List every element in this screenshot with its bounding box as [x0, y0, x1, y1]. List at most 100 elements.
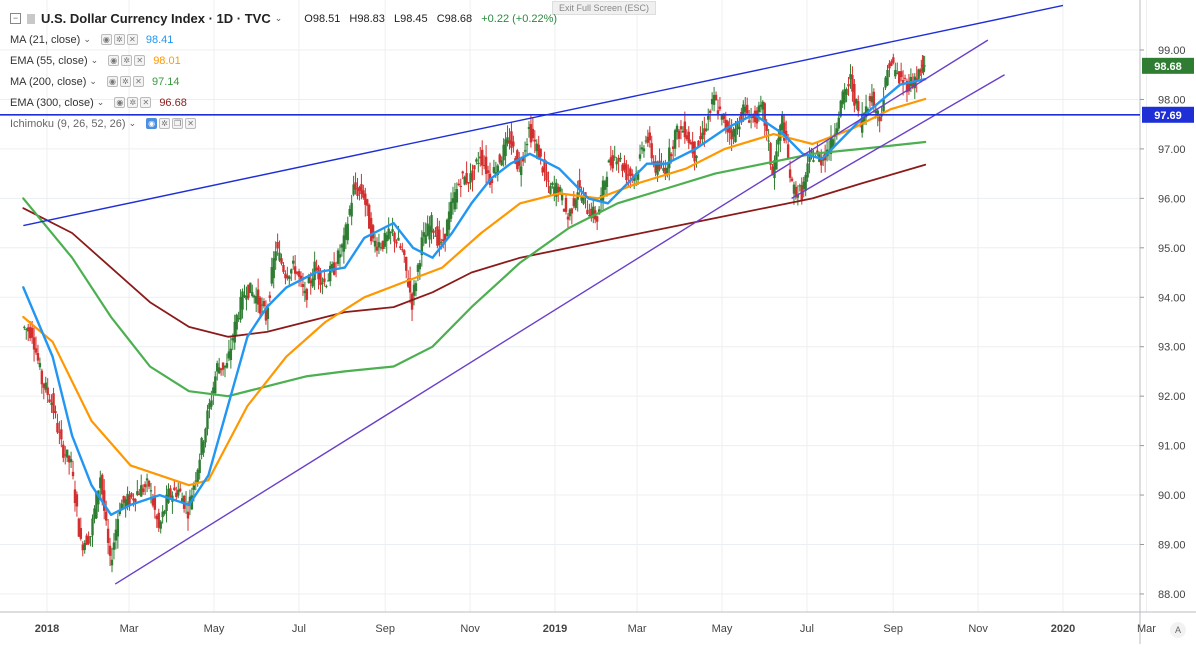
candle-body — [128, 495, 131, 506]
candle-body — [923, 65, 926, 67]
candle-body — [714, 94, 718, 101]
candle-body — [225, 363, 229, 368]
auto-scale-button[interactable]: A — [1170, 622, 1186, 638]
minus-square-icon[interactable]: − — [10, 13, 21, 24]
eye-icon[interactable]: ◉ — [106, 76, 118, 87]
candle-body — [23, 326, 26, 328]
eye-icon[interactable]: ◉ — [100, 34, 112, 45]
candle-body — [874, 110, 878, 113]
candle-body — [297, 271, 301, 277]
eye-icon[interactable]: ◉ — [114, 97, 126, 108]
gear-icon[interactable]: ✲ — [159, 118, 171, 129]
indicator-label: MA (200, close) — [10, 75, 87, 88]
candle-body — [336, 250, 340, 264]
close-icon[interactable]: ✕ — [134, 55, 146, 66]
candle-body — [321, 282, 324, 284]
candle-body — [147, 480, 151, 487]
candle-body — [385, 235, 388, 242]
candle-body — [227, 351, 231, 359]
eye-icon[interactable]: ◉ — [108, 55, 120, 66]
candle-body — [547, 180, 550, 182]
candle-body — [410, 293, 414, 310]
candle-body — [65, 449, 69, 458]
open-value: O98.51 — [304, 12, 341, 25]
candle-body — [650, 143, 653, 159]
chevron-down-icon[interactable]: ⌄ — [96, 97, 105, 107]
gear-icon[interactable]: ✲ — [119, 76, 131, 87]
candle-body — [707, 115, 710, 120]
chevron-down-icon[interactable]: ⌄ — [89, 76, 97, 86]
candle-body — [644, 140, 648, 142]
y-tick-label: 97.00 — [1158, 144, 1186, 156]
chevron-down-icon[interactable]: ⌄ — [128, 118, 137, 128]
candle-body — [810, 150, 813, 154]
candle-body — [420, 237, 424, 256]
candle-body — [703, 128, 706, 135]
eye-icon[interactable]: ◉ — [146, 118, 158, 129]
candle-body — [323, 278, 326, 283]
y-tick-label: 89.00 — [1158, 540, 1186, 552]
candle-body — [204, 428, 207, 443]
chevron-down-icon[interactable]: ⌄ — [83, 34, 91, 44]
candle-body — [720, 114, 724, 120]
gear-icon[interactable]: ✲ — [121, 55, 133, 66]
indicator-label: EMA (55, close) — [10, 54, 88, 67]
indicator-ema300[interactable]: EMA (300, close) ⌄ ◉ ✲ ✕ 96.68 — [10, 92, 563, 113]
candle-body — [907, 82, 911, 92]
candle-body — [558, 187, 562, 192]
indicator-ma21[interactable]: MA (21, close) ⌄ ◉ ✲ ✕ 98.41 — [10, 29, 563, 50]
candle-body — [449, 201, 453, 219]
candle-body — [256, 289, 260, 305]
candle-body — [654, 161, 657, 173]
candle-body — [299, 275, 303, 279]
candle-body — [264, 310, 268, 321]
candle-body — [67, 455, 71, 463]
candle-body — [293, 266, 297, 274]
indicator-ichimoku[interactable]: Ichimoku (9, 26, 52, 26) ⌄ ◉ ✲ ❐ ✕ — [10, 113, 563, 134]
close-icon[interactable]: ✕ — [140, 97, 152, 108]
candle-body — [701, 132, 704, 140]
candle-body — [716, 110, 720, 115]
candle-body — [525, 143, 529, 146]
gear-icon[interactable]: ✲ — [127, 97, 139, 108]
x-tick-label: Nov — [968, 623, 988, 635]
candle-body — [173, 487, 176, 491]
candle-body — [134, 498, 137, 503]
candle-body — [315, 268, 318, 270]
candle-body — [919, 69, 922, 73]
close-icon[interactable]: ✕ — [185, 118, 197, 129]
candle-body — [673, 130, 677, 149]
candle-body — [83, 543, 86, 551]
candle-body — [157, 512, 160, 528]
candle-body — [508, 140, 511, 144]
exit-fullscreen-button[interactable]: Exit Full Screen (ESC) — [552, 1, 657, 15]
settings-icon[interactable]: ❐ — [172, 118, 184, 129]
chevron-down-icon[interactable]: ⌄ — [274, 13, 283, 23]
gear-icon[interactable]: ✲ — [113, 34, 125, 45]
close-icon[interactable]: ✕ — [126, 34, 138, 45]
candle-body — [636, 171, 640, 180]
candle-body — [740, 112, 743, 123]
candle-body — [519, 166, 523, 176]
candle-body — [375, 246, 379, 251]
candle-body — [241, 291, 244, 310]
close-icon[interactable]: ✕ — [132, 76, 144, 87]
indicator-label: MA (21, close) — [10, 33, 81, 46]
candle-body — [642, 148, 646, 152]
candle-body — [325, 285, 328, 287]
indicator-ma200[interactable]: MA (200, close) ⌄ ◉ ✲ ✕ 97.14 — [10, 71, 563, 92]
candle-body — [301, 284, 305, 287]
candle-body — [481, 149, 484, 166]
candle-body — [348, 209, 351, 215]
candle-body — [886, 69, 889, 86]
candle-body — [722, 113, 726, 120]
ema55-line — [22, 97, 927, 487]
symbol-title[interactable]: U.S. Dollar Currency Index · 1D · TVC — [41, 11, 271, 26]
indicator-ema55[interactable]: EMA (55, close) ⌄ ◉ ✲ ✕ 98.01 — [10, 50, 563, 71]
chevron-down-icon[interactable]: ⌄ — [90, 55, 99, 65]
candle-body — [79, 528, 83, 539]
candle-body — [475, 159, 478, 162]
candle-body — [847, 84, 850, 87]
